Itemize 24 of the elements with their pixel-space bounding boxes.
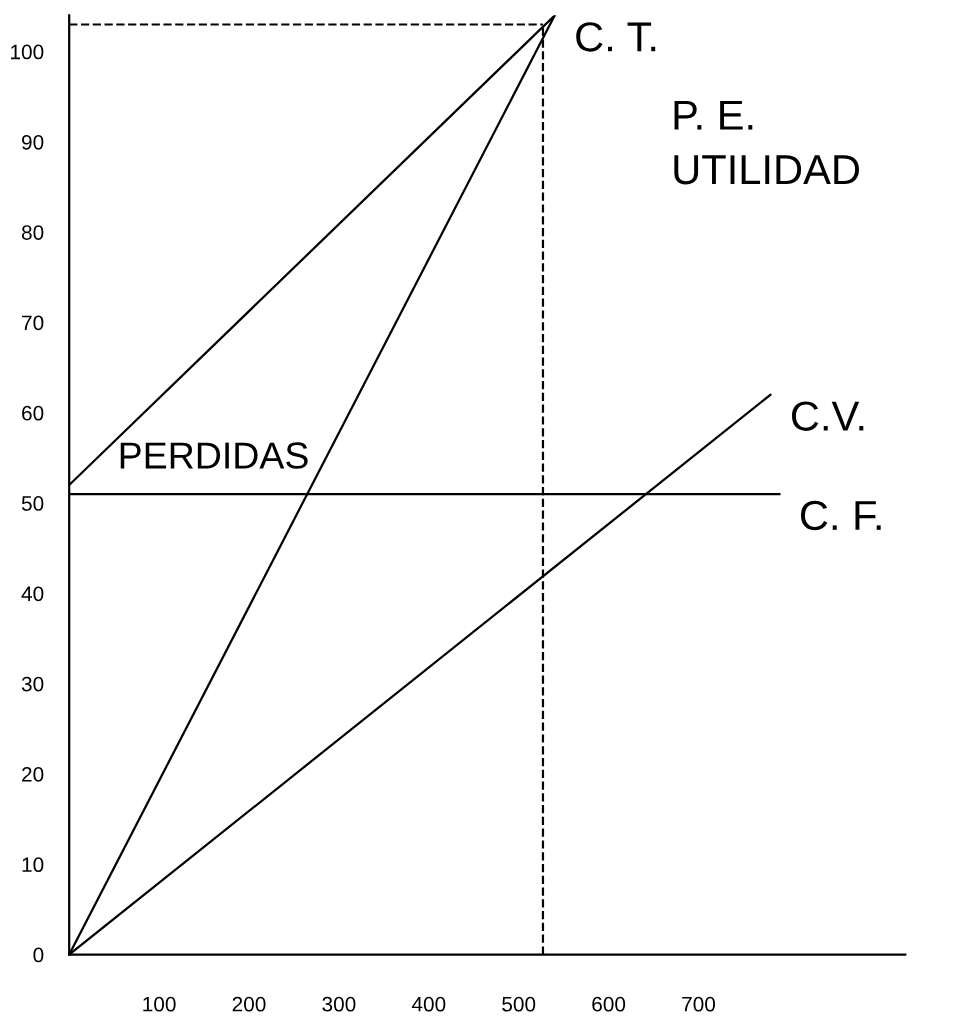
y-tick-label: 10 bbox=[22, 857, 44, 873]
y-tick-label: 0 bbox=[33, 947, 44, 963]
series-label: C. T. bbox=[576, 22, 656, 52]
x-tick-label: 400 bbox=[411, 996, 446, 1012]
y-tick-label: 80 bbox=[21, 225, 44, 240]
x-tick-label: 700 bbox=[682, 996, 716, 1012]
x-tick-label: 300 bbox=[322, 996, 356, 1012]
annotation: PERDIDAS bbox=[120, 442, 308, 469]
y-tick-label: 20 bbox=[22, 767, 44, 782]
series-label: C.V. bbox=[791, 401, 864, 431]
y-tick-label: 70 bbox=[22, 315, 44, 331]
annotation: P. E. bbox=[674, 100, 753, 130]
series-label: C. F. bbox=[800, 500, 881, 531]
annotation: UTILIDAD bbox=[674, 155, 860, 185]
x-tick-label: 100 bbox=[143, 996, 176, 1012]
y-tick-label: 100 bbox=[11, 44, 44, 60]
x-tick-label: 500 bbox=[502, 996, 536, 1012]
y-tick-label: 40 bbox=[21, 586, 44, 602]
y-tick-label: 50 bbox=[21, 496, 44, 511]
x-tick-label: 200 bbox=[232, 996, 266, 1012]
y-tick-label: 90 bbox=[22, 134, 44, 150]
y-tick-label: 60 bbox=[22, 405, 44, 421]
y-tick-label: 30 bbox=[21, 676, 44, 692]
x-tick-label: 600 bbox=[592, 996, 626, 1012]
